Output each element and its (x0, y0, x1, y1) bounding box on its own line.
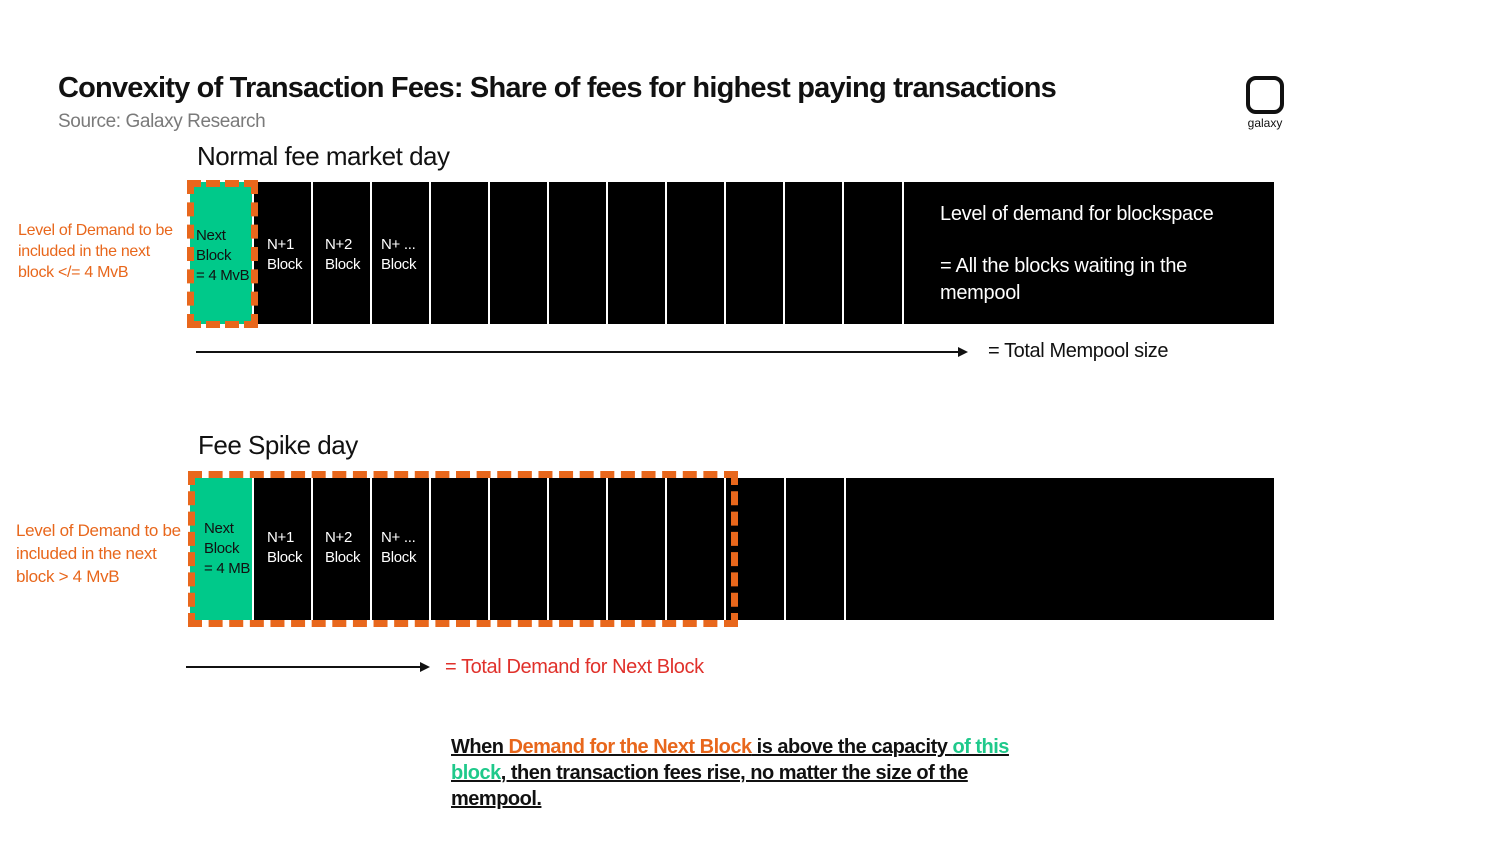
spike-block (608, 478, 667, 620)
spike-nx-label: N+ ... Block (381, 529, 417, 566)
normal-next-block-label: Next Block = 4 MvB (196, 227, 250, 284)
normal-next-block-highlight (187, 180, 258, 328)
spike-block (667, 478, 726, 620)
total-demand-label: = Total Demand for Next Block (445, 656, 704, 678)
mempool-size-label: = Total Mempool size (988, 340, 1169, 362)
demand-desc: = All the blocks waiting in the mempool (940, 255, 1187, 304)
normal-block (667, 182, 726, 324)
normal-n1-label: N+1 Block (267, 236, 303, 273)
conclusion-part: is above the capacity (751, 736, 953, 758)
conclusion-part: , then transaction fees rise, no matter … (451, 762, 968, 810)
normal-block (726, 182, 785, 324)
spike-n2-label: N+2 Block (325, 529, 361, 566)
spike-nx-block: N+ ... Block (372, 478, 431, 620)
normal-n1-block: N+1 Block (254, 182, 313, 324)
galaxy-logo-text: galaxy (1247, 116, 1283, 130)
normal-demand-label: Level of Demand to be included in the ne… (18, 222, 173, 281)
spike-block (490, 478, 549, 620)
demand-arrow-head-icon (420, 662, 430, 672)
spike-next-block: Next Block = 4 MB (190, 478, 254, 620)
normal-block (608, 182, 667, 324)
demand-arrow-line (186, 666, 420, 668)
normal-mempool-bar: Next Block = 4 MvB N+1 Block N+2 Block N… (190, 182, 1274, 324)
mempool-arrow-line (196, 351, 958, 353)
normal-nx-label: N+ ... Block (381, 236, 417, 273)
conclusion-highlight-block: of this block (451, 736, 1009, 784)
spike-block (726, 478, 786, 620)
spike-demand-highlight (188, 471, 738, 627)
spike-block (549, 478, 608, 620)
spike-n1-label: N+1 Block (267, 529, 303, 566)
conclusion-text: When Demand for the Next Block is above … (451, 734, 1031, 812)
spike-demand-label: Level of Demand to be included in the ne… (16, 521, 181, 586)
normal-block (844, 182, 904, 324)
spike-next-block-label: Next Block = 4 MB (204, 520, 251, 577)
spike-n2-block: N+2 Block (313, 478, 372, 620)
normal-block (431, 182, 490, 324)
galaxy-logo: galaxy (1240, 74, 1290, 134)
normal-next-block: Next Block = 4 MvB (190, 182, 254, 324)
normal-block (785, 182, 844, 324)
spike-block (431, 478, 490, 620)
conclusion-part: When (451, 736, 509, 758)
mempool-arrow-head-icon (958, 347, 968, 357)
normal-block (549, 182, 608, 324)
normal-nx-block: N+ ... Block (372, 182, 431, 324)
spike-block (786, 478, 846, 620)
demand-title: Level of demand for blockspace (940, 203, 1214, 225)
source-label: Source: Galaxy Research (58, 111, 266, 132)
normal-n2-block: N+2 Block (313, 182, 372, 324)
page-title: Convexity of Transaction Fees: Share of … (58, 72, 1057, 104)
normal-demand-description: Level of demand for blockspace = All the… (940, 201, 1260, 307)
normal-n2-label: N+2 Block (325, 236, 361, 273)
spike-n1-block: N+1 Block (254, 478, 313, 620)
galaxy-logo-icon (1246, 76, 1284, 114)
normal-block (490, 182, 549, 324)
normal-section-title: Normal fee market day (197, 141, 450, 171)
conclusion-highlight-demand: Demand for the Next Block (508, 736, 753, 758)
spike-section-title: Fee Spike day (198, 430, 358, 460)
